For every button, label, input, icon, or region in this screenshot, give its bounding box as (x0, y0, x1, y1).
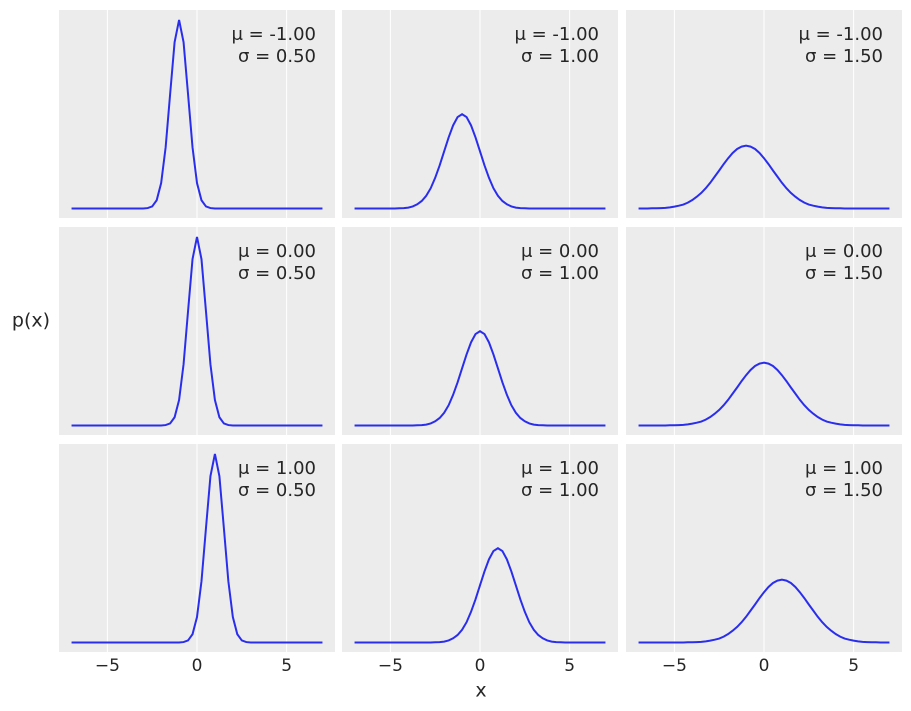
density-line (354, 113, 606, 210)
annotation: μ = 1.00 (521, 458, 599, 479)
density-line (71, 19, 323, 210)
y-axis-label: p(x) (12, 310, 50, 332)
annotation: μ = -1.00 (798, 24, 883, 45)
annotation: σ = 0.50 (238, 263, 316, 284)
annotation: μ = 1.00 (805, 458, 883, 479)
density-line (354, 547, 606, 644)
density-line (638, 144, 890, 210)
annotation: μ = 1.00 (238, 458, 316, 479)
x-tick-label: 0 (475, 656, 486, 676)
annotation: μ = 0.00 (805, 241, 883, 262)
annotation: σ = 1.50 (805, 480, 883, 501)
x-tick-label: −5 (95, 656, 120, 676)
x-tick-label: 5 (848, 656, 859, 676)
annotation: σ = 0.50 (238, 480, 316, 501)
annotation: σ = 1.00 (521, 46, 599, 67)
x-tick-label: 5 (564, 656, 575, 676)
annotation: σ = 1.00 (521, 480, 599, 501)
annotation: μ = 0.00 (238, 241, 316, 262)
x-axis-label: x (475, 680, 486, 702)
annotation: σ = 0.50 (238, 46, 316, 67)
x-tick-label: −5 (378, 656, 403, 676)
annotation: σ = 1.00 (521, 263, 599, 284)
x-tick-label: 0 (759, 656, 770, 676)
annotation: μ = 0.00 (521, 241, 599, 262)
annotation: σ = 1.50 (805, 46, 883, 67)
annotation: μ = -1.00 (231, 24, 316, 45)
density-line (71, 236, 323, 427)
density-line (71, 453, 323, 644)
annotation: μ = -1.00 (514, 24, 599, 45)
x-tick-label: 5 (281, 656, 292, 676)
density-line (354, 330, 606, 427)
density-line (638, 361, 890, 427)
x-tick-label: −5 (662, 656, 687, 676)
density-line (638, 578, 890, 644)
annotation: σ = 1.50 (805, 263, 883, 284)
x-tick-label: 0 (192, 656, 203, 676)
